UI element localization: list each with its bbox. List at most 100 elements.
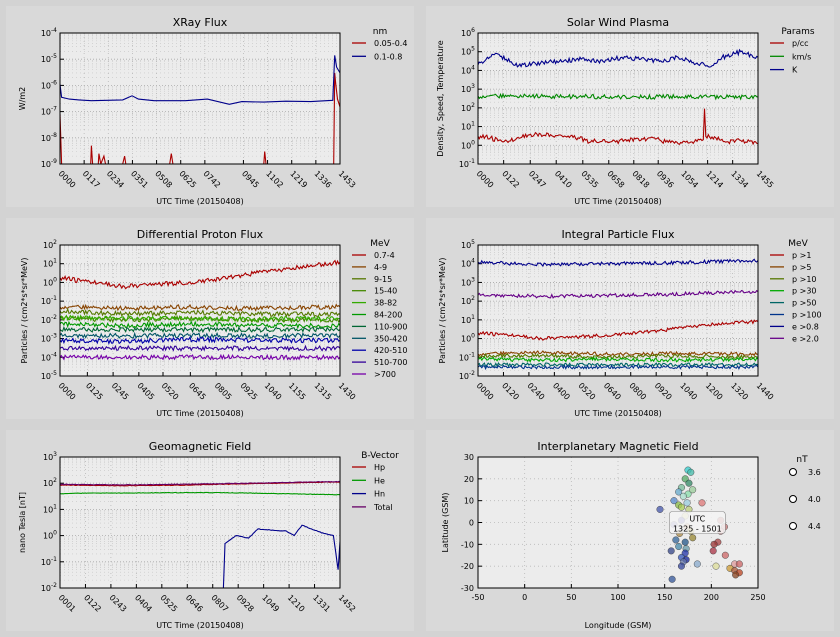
xray-xtick-label: 1453	[337, 169, 358, 190]
geomag-legend-label: Total	[373, 503, 393, 512]
ipf-series-e-0-8	[478, 258, 758, 267]
dpf-series-510-700	[60, 344, 340, 352]
dpf-legend-label: 15-40	[374, 287, 397, 296]
dpf-legend-label: 350-420	[374, 334, 407, 343]
xray-title: XRay Flux	[173, 16, 228, 29]
xray-series-0-05-0-4	[60, 72, 340, 164]
imf-point	[675, 488, 683, 496]
ipf-legend-label: p >1	[792, 251, 811, 260]
dpf-series-0-7-4	[60, 259, 340, 290]
imf-xtick-label: 0	[522, 593, 527, 602]
ipf-ytick-label: 10-2	[459, 370, 475, 381]
dpf-series-110-900	[60, 325, 340, 334]
geomag-plot-area	[60, 457, 340, 588]
imf-chart: Interplanetary Magnetic Field Longitude (…	[441, 440, 821, 630]
dpf-legend-label: >700	[374, 370, 396, 379]
ipf-legend-label: p >5	[792, 263, 811, 272]
solarwind-ytick-label: 100	[461, 139, 475, 150]
xray-chart: XRay Flux UTC Time (20150408) W/m2 10-9 10-8…	[18, 16, 407, 206]
ipf-series-p-50	[478, 362, 758, 368]
ipf-series-p-30	[478, 356, 758, 363]
dpf-ytick-label: 10-5	[41, 370, 57, 381]
geomag-ylabel: nano Tesla [nT]	[18, 492, 27, 553]
xray-plot-area	[60, 33, 340, 164]
imf-ytick-label: 30	[464, 453, 474, 462]
ipf-xtick-label: 1320	[729, 381, 750, 402]
solarwind-ytick-label: 106	[461, 27, 475, 38]
ipf-frame	[477, 244, 759, 377]
imf-point	[693, 560, 701, 568]
geomag-ytick-label: 10-1	[41, 556, 57, 567]
dpf-xtick-label: 0520	[160, 381, 181, 402]
dpf-series-38-82	[60, 314, 340, 323]
dpf-xtick-label: 0245	[110, 381, 131, 402]
ipf-ylabel: Particles / (cm2*s*sr*MeV)	[438, 258, 447, 364]
imf-point	[679, 492, 687, 500]
solarwind-frame	[477, 32, 759, 165]
dpf-legend-label: 84-200	[374, 311, 402, 320]
geomag-ytick-label: 102	[43, 477, 57, 488]
imf-annotation-box	[669, 511, 726, 534]
ipf-xtick-label: 1040	[678, 381, 699, 402]
ipf-ytick-label: 10-1	[459, 351, 475, 362]
ipf-ytick-label: 103	[461, 276, 475, 287]
xray-xtick-label: 0625	[177, 169, 198, 190]
dpf-xtick-label: 0125	[84, 381, 105, 402]
dpf-legend-label: 4-9	[374, 263, 387, 272]
imf-point	[675, 543, 683, 551]
geomag-ytick-label: 103	[43, 451, 57, 462]
solarwind-series-km-s	[478, 92, 758, 101]
dpf-ytick-label: 10-3	[41, 333, 57, 344]
dpf-ylabel: Particles / (cm2*s*sr*MeV)	[20, 258, 29, 364]
xray-ytick-label: 10-9	[41, 158, 57, 169]
imf-xtick-label: 250	[750, 593, 765, 602]
dpf-xtick-label: 0805	[213, 381, 234, 402]
dpf-xtick-label: 0645	[187, 381, 208, 402]
dpf-series-84-200	[60, 320, 340, 330]
solarwind-title: Solar Wind Plasma	[567, 16, 669, 29]
geomag-title: Geomagnetic Field	[149, 440, 252, 453]
dpf-legend-label: 0.7-4	[374, 251, 395, 260]
ipf-xtick-label: 0800	[627, 381, 648, 402]
xray-ytick-label: 10-7	[41, 106, 57, 117]
ipf-xtick-label: 1200	[704, 381, 725, 402]
xray-xtick-label: 0945	[240, 169, 261, 190]
xray-frame	[59, 32, 341, 165]
ipf-xtick-label: 1440	[755, 381, 776, 402]
ipf-legend-label: p >10	[792, 275, 817, 284]
imf-point	[687, 468, 695, 476]
imf-ytick-label: 10	[464, 497, 474, 506]
imf-legend-label: 3.6	[808, 468, 821, 477]
ipf-series-p-10	[478, 352, 758, 361]
imf-point	[677, 503, 685, 511]
xray-xtick-label: 0117	[81, 169, 102, 190]
imf-point	[721, 551, 729, 559]
xray-ytick-label: 10-5	[41, 53, 57, 64]
imf-annotation-line2: 1325 - 1501	[673, 525, 722, 534]
ipf-xtick-label: 0640	[602, 381, 623, 402]
imf-point	[735, 560, 743, 568]
dpf-ytick-label: 102	[43, 239, 57, 250]
xray-xtick-label: 0508	[153, 169, 174, 190]
dpf-legend-title: MeV	[370, 239, 390, 249]
geomag-ytick-label: 100	[43, 530, 57, 541]
dpf-xtick-label: 1040	[263, 381, 284, 402]
xray-xtick-label: 0000	[57, 169, 78, 190]
ipf-chart: Integral Particle Flux UTC Time (20150408…	[438, 228, 822, 418]
imf-point	[656, 505, 664, 513]
dpf-xtick-label: 1155	[287, 381, 308, 402]
xray-legend-label: 0.05-0.4	[374, 39, 407, 48]
ipf-xtick-label: 0400	[551, 381, 572, 402]
imf-point	[709, 547, 717, 555]
geomag-series-Hn	[222, 524, 340, 588]
geomag-xtick-label: 1049	[260, 593, 281, 614]
ipf-xtick-label: 0120	[500, 381, 521, 402]
geomag-xtick-label: 0122	[82, 593, 103, 614]
ipf-xtick-label: 0240	[525, 381, 546, 402]
ipf-ytick-label: 104	[461, 258, 475, 269]
solarwind-xtick-label: 1214	[704, 169, 725, 190]
ipf-legend-label: p >30	[792, 287, 817, 296]
ipf-ytick-label: 105	[461, 239, 475, 250]
ipf-ytick-label: 102	[461, 295, 475, 306]
solarwind-xtick-label: 0122	[500, 169, 521, 190]
